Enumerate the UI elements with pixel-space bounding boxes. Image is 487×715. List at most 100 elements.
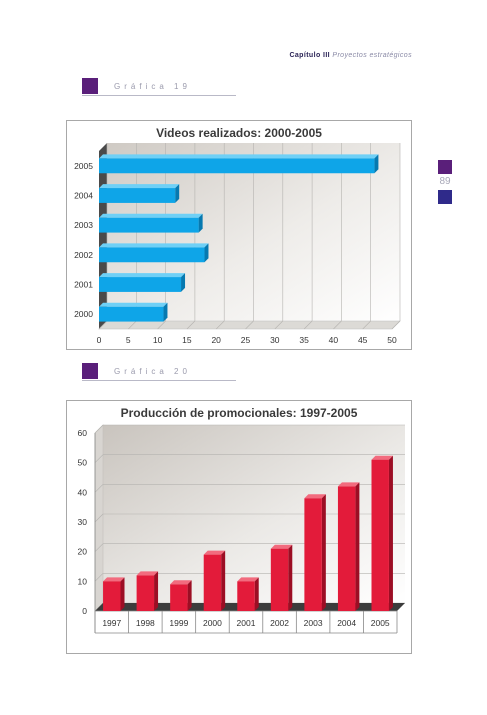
gridline-floor bbox=[128, 320, 137, 330]
purple-square-icon bbox=[82, 363, 98, 379]
bar-side bbox=[388, 455, 393, 611]
y-tick-label: 40 bbox=[78, 487, 88, 497]
x-tick-label: 2003 bbox=[304, 618, 323, 628]
purple-square-icon bbox=[438, 160, 452, 174]
y-tick-label: 2004 bbox=[74, 191, 93, 201]
gridline-side bbox=[94, 513, 104, 523]
y-tick-label: 0 bbox=[82, 606, 87, 616]
chart-videos: Videos realizados: 2000-2005 0 5 10 15 20 25 30… bbox=[66, 120, 412, 350]
chart-promocionales: Producción de promocionales: 1997-2005 0 1… bbox=[66, 400, 412, 654]
bar bbox=[270, 548, 289, 611]
y-tick-label: 2002 bbox=[74, 250, 93, 260]
bar-side bbox=[175, 184, 180, 203]
y-tick-label: 50 bbox=[78, 458, 88, 468]
bar-side bbox=[254, 577, 259, 611]
running-header: Capítulo III Proyectos estratégicos bbox=[289, 52, 412, 59]
gridline-floor bbox=[362, 320, 371, 330]
bar bbox=[99, 306, 164, 322]
bar-side bbox=[154, 571, 159, 611]
x-tick-label: 0 bbox=[97, 335, 102, 345]
bar-top bbox=[99, 302, 168, 307]
x-tick-label: 30 bbox=[270, 335, 280, 345]
page-number: 89 bbox=[439, 176, 451, 187]
bar bbox=[304, 498, 322, 611]
bar-side bbox=[204, 243, 209, 263]
x-tick-label: 5 bbox=[126, 335, 131, 345]
x-tick-label: 1999 bbox=[169, 618, 188, 628]
y-tick-label: 10 bbox=[78, 576, 88, 586]
gridline-floor bbox=[98, 320, 108, 330]
bar bbox=[103, 581, 121, 611]
gridline-floor bbox=[274, 320, 284, 330]
gridline-floor bbox=[215, 320, 225, 330]
graph-19-heading: Gráfica 19 bbox=[82, 78, 236, 96]
gridline-floor bbox=[303, 320, 313, 330]
bar-top bbox=[337, 482, 360, 487]
bar-top bbox=[304, 494, 326, 499]
y-tick-label: 2003 bbox=[74, 220, 93, 230]
bar bbox=[170, 584, 188, 611]
bar-top bbox=[270, 544, 293, 549]
bar bbox=[99, 217, 199, 233]
x-tick-label: 20 bbox=[211, 335, 221, 345]
gridline-side bbox=[94, 573, 104, 582]
graph-19-label: Gráfica 19 bbox=[114, 82, 191, 91]
bar-side bbox=[321, 494, 326, 611]
x-tick-label: 2005 bbox=[371, 618, 390, 628]
x-tick-label: 10 bbox=[153, 335, 163, 345]
graph-20-label: Gráfica 20 bbox=[114, 367, 191, 376]
x-tick-label: 1998 bbox=[136, 618, 155, 628]
bar-side bbox=[163, 302, 168, 322]
bar-top bbox=[170, 580, 192, 585]
chart-title: Producción de promocionales: 1997-2005 bbox=[121, 406, 358, 420]
gridline-side bbox=[94, 484, 104, 493]
chart-title: Videos realizados: 2000-2005 bbox=[156, 126, 322, 140]
gridline-floor bbox=[391, 320, 401, 330]
bar-side bbox=[221, 550, 226, 611]
bar bbox=[136, 575, 155, 611]
bar bbox=[99, 188, 176, 203]
gridline-floor bbox=[186, 320, 196, 330]
bar-side bbox=[288, 544, 293, 611]
purple-square-icon bbox=[82, 78, 98, 94]
bar-top bbox=[371, 455, 393, 460]
bar-top bbox=[136, 571, 159, 576]
chapter-label: Capítulo III bbox=[289, 52, 331, 59]
bar bbox=[237, 581, 255, 611]
x-tick-label: 1997 bbox=[102, 618, 121, 628]
bar-side bbox=[198, 213, 203, 233]
y-tick-label: 2000 bbox=[74, 309, 93, 319]
indigo-square-icon bbox=[438, 190, 452, 204]
y-tick-label: 2001 bbox=[74, 280, 93, 290]
bar-top bbox=[99, 184, 180, 189]
x-tick-label: 50 bbox=[387, 335, 397, 345]
x-tick-label: 2001 bbox=[237, 618, 256, 628]
y-tick-label: 60 bbox=[78, 428, 88, 438]
x-tick-label: 25 bbox=[241, 335, 251, 345]
x-tick-label: 35 bbox=[299, 335, 309, 345]
bar bbox=[99, 158, 375, 174]
bar-top bbox=[99, 243, 209, 248]
bar bbox=[99, 247, 205, 263]
bar-top bbox=[99, 213, 203, 218]
bar-side bbox=[187, 580, 192, 611]
bar-top bbox=[203, 550, 226, 555]
bar bbox=[371, 459, 389, 611]
graph-20-heading: Gráfica 20 bbox=[82, 363, 236, 381]
chart-videos-svg: Videos realizados: 2000-2005 0 5 10 15 20 25 30… bbox=[74, 126, 401, 345]
bar-top bbox=[99, 154, 379, 159]
x-tick-label: 2004 bbox=[337, 618, 356, 628]
y-tick-label: 2005 bbox=[74, 161, 93, 171]
x-tick-label: 40 bbox=[329, 335, 339, 345]
bar-side bbox=[355, 482, 360, 611]
gridline-floor bbox=[245, 320, 254, 330]
x-tick-label: 45 bbox=[358, 335, 368, 345]
bar-top bbox=[103, 577, 125, 582]
x-tick-label: 15 bbox=[182, 335, 192, 345]
gridline-side bbox=[94, 424, 104, 434]
page-number-block: 89 bbox=[438, 160, 452, 204]
bar-top bbox=[99, 273, 186, 278]
bar bbox=[337, 486, 356, 611]
bar-side bbox=[181, 273, 186, 292]
gridline-floor bbox=[157, 320, 166, 330]
